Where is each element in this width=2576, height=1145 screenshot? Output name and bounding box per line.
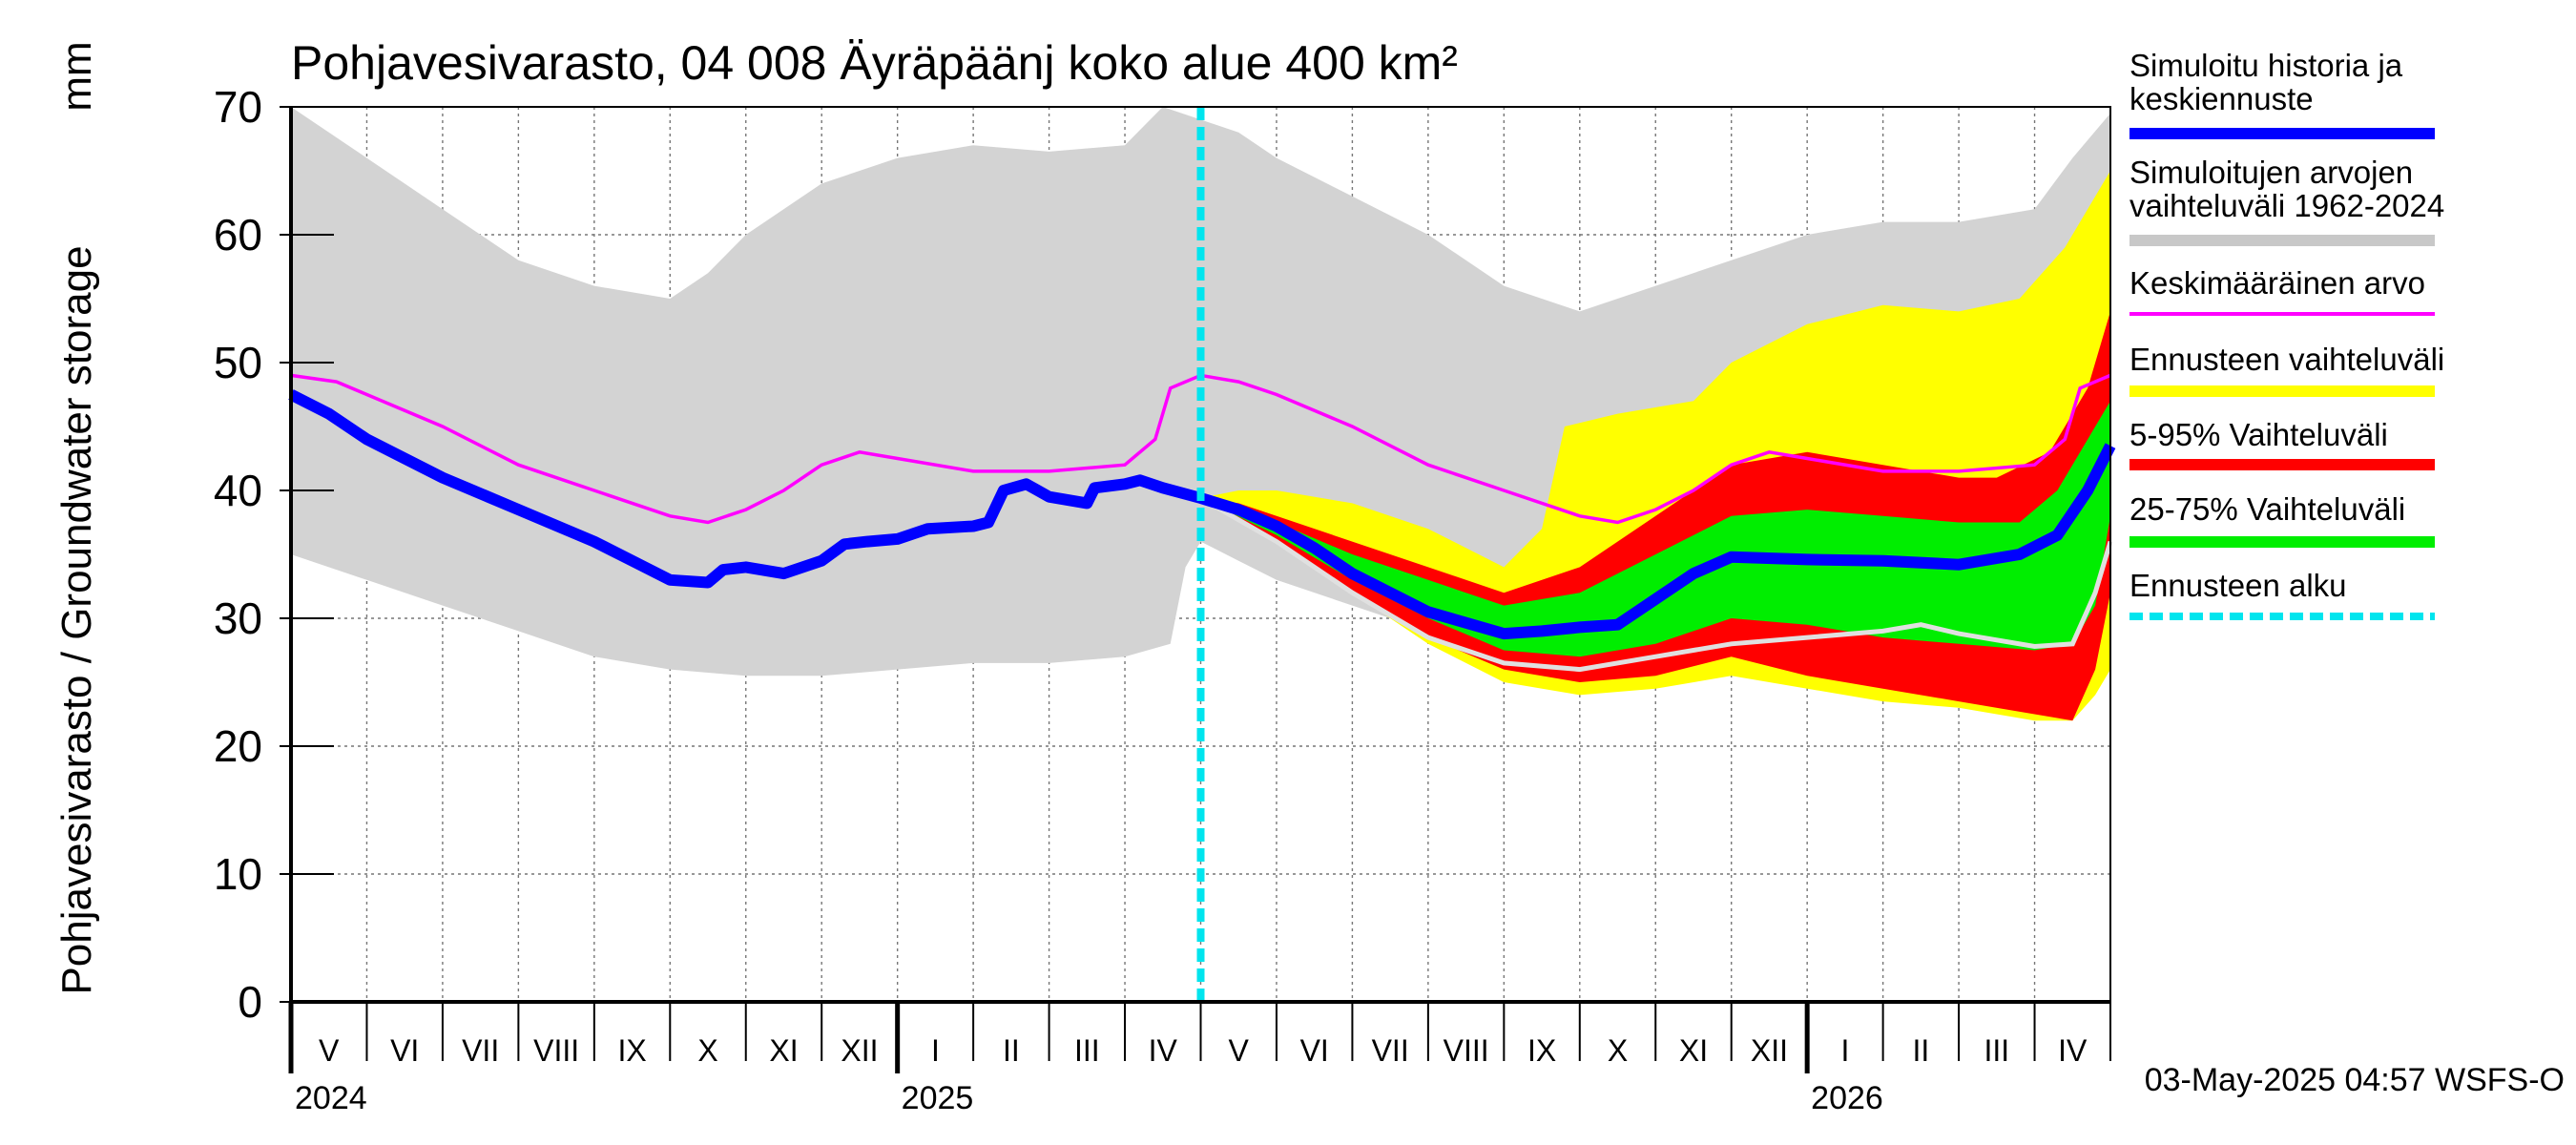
- legend-label: Ennusteen alku: [2129, 568, 2347, 603]
- simulated-line: [288, 389, 2116, 640]
- month-label: VI: [1300, 1033, 1329, 1068]
- month-label: XII: [1751, 1033, 1788, 1068]
- y-tick-label: 10: [214, 849, 262, 899]
- chart-title: Pohjavesivarasto, 04 008 Äyräpäänj koko …: [291, 36, 1458, 90]
- month-label: VII: [462, 1033, 499, 1068]
- month-label: VI: [390, 1033, 419, 1068]
- month-label: VIII: [1444, 1033, 1489, 1068]
- year-label: 2024: [295, 1080, 367, 1116]
- month-label: XI: [1679, 1033, 1708, 1068]
- legend-label: 5-95% Vaihteluväli: [2129, 417, 2388, 452]
- month-label: V: [319, 1033, 340, 1068]
- legend-label: keskiennuste: [2129, 81, 2314, 116]
- legend-label: Simuloitu historia ja: [2129, 48, 2403, 83]
- median-forecast-line: [1199, 495, 2113, 673]
- lines: [288, 107, 2116, 1002]
- y-tick-label: 20: [214, 721, 262, 771]
- y-axis-unit: mm: [53, 41, 100, 111]
- y-axis-label: Pohjavesivarasto / Groundwater storage: [53, 245, 100, 994]
- y-tick-label: 40: [214, 466, 262, 515]
- footer-timestamp: 03-May-2025 04:57 WSFS-O: [2145, 1062, 2565, 1098]
- month-label: IV: [2058, 1033, 2088, 1068]
- month-label: IX: [1527, 1033, 1556, 1068]
- month-label: XII: [841, 1033, 878, 1068]
- month-label: IV: [1149, 1033, 1178, 1068]
- month-label: II: [1003, 1033, 1020, 1068]
- month-label: IX: [617, 1033, 646, 1068]
- y-tick-label: 0: [238, 977, 262, 1027]
- year-label: 2025: [902, 1080, 974, 1116]
- month-label: III: [1074, 1033, 1100, 1068]
- month-label: XI: [769, 1033, 798, 1068]
- legend-label: Ennusteen vaihteluväli: [2129, 342, 2444, 377]
- month-label: I: [1840, 1033, 1849, 1068]
- month-label: III: [1984, 1033, 2009, 1068]
- legend-label: Keskimääräinen arvo: [2129, 265, 2425, 301]
- y-tick-label: 50: [214, 338, 262, 387]
- month-label: VII: [1372, 1033, 1409, 1068]
- legend-label: 25-75% Vaihteluväli: [2129, 491, 2405, 527]
- year-label: 2026: [1811, 1080, 1883, 1116]
- month-label: V: [1229, 1033, 1250, 1068]
- p25-75-band: [1200, 401, 2110, 657]
- month-label: II: [1912, 1033, 1929, 1068]
- month-label: X: [697, 1033, 717, 1068]
- y-tick-label: 70: [214, 82, 262, 132]
- month-label: I: [931, 1033, 940, 1068]
- month-label: VIII: [533, 1033, 579, 1068]
- month-label: X: [1608, 1033, 1628, 1068]
- legend-label: vaihteluväli 1962-2024: [2129, 188, 2444, 223]
- legend-label: Simuloitujen arvojen: [2129, 155, 2413, 190]
- y-tick-label: 30: [214, 593, 262, 643]
- y-tick-label: 60: [214, 210, 262, 260]
